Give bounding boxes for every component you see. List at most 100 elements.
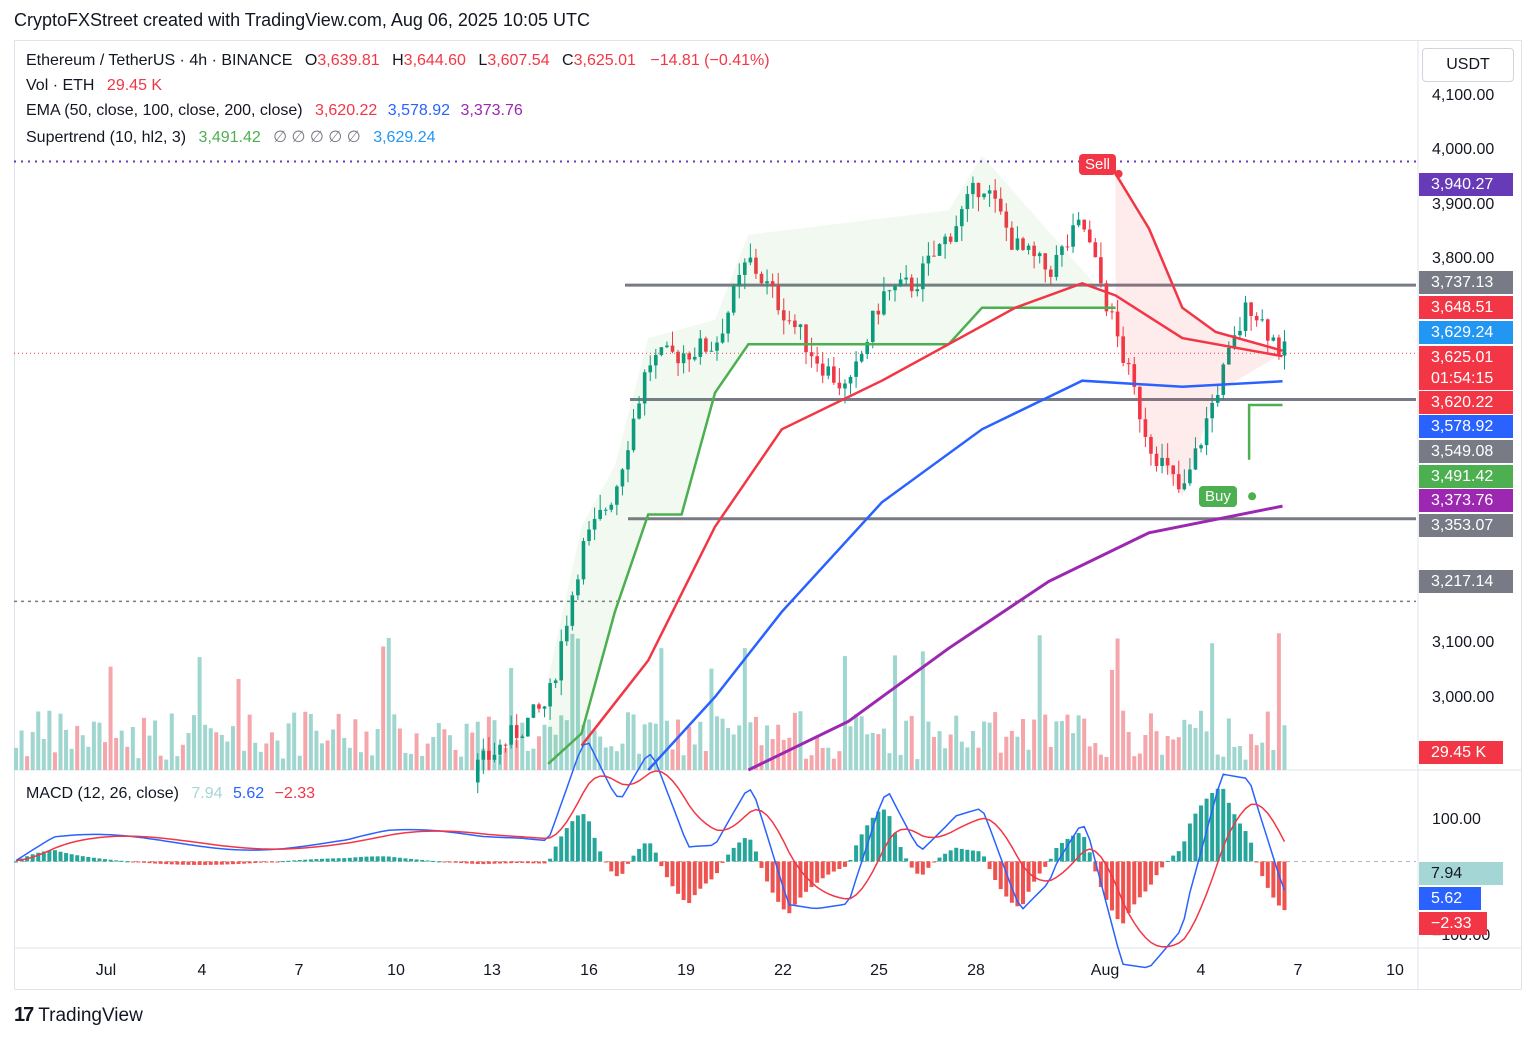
- macd-histogram-bar: [1193, 813, 1198, 862]
- volume-bar: [1143, 735, 1148, 770]
- sell-signal[interactable]: Sell: [1079, 154, 1117, 175]
- volume-bar: [130, 726, 135, 770]
- macd-histogram-bar: [64, 853, 69, 862]
- volume-bar: [64, 729, 69, 770]
- macd-histogram-bar: [848, 859, 853, 862]
- date-tick: 19: [677, 962, 695, 979]
- candle-body: [665, 345, 669, 348]
- candle-body: [620, 469, 625, 487]
- tradingview-logo[interactable]: 17 TradingView: [14, 1004, 143, 1027]
- volume-bar: [1249, 734, 1254, 770]
- volume-bar: [581, 724, 586, 770]
- volume-bar: [375, 729, 380, 770]
- volume-bar: [1193, 728, 1198, 770]
- candle-body: [1254, 315, 1259, 321]
- volume-bar: [631, 714, 636, 770]
- volume-bar: [253, 742, 258, 770]
- macd-histogram-bar: [1043, 861, 1048, 867]
- macd-histogram-bar: [904, 858, 909, 862]
- candle-body: [1004, 211, 1009, 228]
- candle-body: [1138, 386, 1142, 420]
- macd-legend: MACD (12, 26, close) 7.94 5.62 −2.33: [26, 785, 317, 803]
- candle-body: [770, 281, 775, 286]
- macd-histogram-bar: [553, 846, 558, 862]
- volume-bar: [425, 743, 430, 770]
- macd-histogram-bar: [1076, 833, 1081, 862]
- macd-histogram-bar: [436, 861, 441, 863]
- macd-histogram-bar: [1187, 823, 1192, 862]
- date-tick: 13: [483, 962, 501, 979]
- volume-bar: [564, 720, 569, 770]
- volume-bar: [1243, 759, 1248, 770]
- volume-bar: [286, 723, 291, 770]
- macd-histogram-bar: [409, 858, 414, 862]
- candle-body: [765, 281, 769, 284]
- candle-body: [704, 338, 708, 352]
- macd-histogram-bar: [1276, 861, 1281, 906]
- macd-histogram-bar: [169, 861, 174, 865]
- macd-histogram-bar: [1254, 861, 1259, 863]
- candle-body: [781, 310, 786, 321]
- macd-histogram-bar: [1143, 861, 1148, 892]
- volume-bar: [219, 734, 224, 770]
- candle-body: [1076, 219, 1081, 226]
- currency-selector[interactable]: USDT: [1422, 48, 1514, 82]
- volume-bar: [520, 722, 525, 770]
- volume-bar: [414, 733, 419, 770]
- volume-bar: [1237, 745, 1242, 770]
- candle-body: [921, 263, 925, 290]
- candle-body: [492, 754, 497, 760]
- volume-bar: [208, 728, 213, 770]
- macd-histogram-bar: [592, 837, 597, 862]
- supertrend-legend: Supertrend (10, hl2, 3) 3,491.42 ∅ ∅ ∅ ∅…: [26, 127, 437, 147]
- volume-bar: [559, 715, 564, 770]
- volume-bar: [570, 633, 575, 770]
- candle-body: [993, 190, 997, 199]
- volume-bar: [865, 734, 870, 770]
- macd-histogram-bar: [1037, 861, 1042, 874]
- volume-bar: [614, 751, 619, 770]
- supertrend-label[interactable]: Supertrend (10, hl2, 3): [26, 129, 187, 146]
- volume-bar: [247, 714, 252, 770]
- candle-body: [1221, 364, 1226, 395]
- volume-bar: [898, 754, 903, 770]
- candle-body: [1149, 436, 1153, 454]
- volume-bar: [1126, 732, 1131, 770]
- volume-label[interactable]: Vol · ETH: [26, 77, 95, 94]
- candle-body: [1071, 225, 1075, 247]
- macd-histogram-bar: [1009, 861, 1014, 903]
- macd-hist-value: 7.94: [191, 785, 223, 802]
- volume-bar: [982, 721, 987, 770]
- volume-bar: [542, 724, 547, 770]
- macd-histogram-bar: [353, 857, 358, 862]
- volume-bar: [792, 712, 797, 770]
- date-tick: 16: [580, 962, 598, 979]
- supertrend-null-values: ∅ ∅ ∅ ∅ ∅: [273, 129, 361, 146]
- macd-histogram-bar: [976, 851, 981, 862]
- volume-bar: [804, 758, 809, 770]
- macd-histogram-bar: [798, 861, 803, 898]
- macd-histogram-bar: [731, 847, 736, 862]
- macd-histogram-bar: [158, 861, 163, 864]
- ema-label[interactable]: EMA (50, close, 100, close, 200, close): [26, 102, 303, 119]
- macd-histogram-bar: [1121, 861, 1126, 924]
- date-tick: 28: [967, 962, 985, 979]
- volume-bar: [1260, 742, 1265, 770]
- price-label-ema50: 3,620.22: [1419, 391, 1513, 414]
- macd-histogram-bar: [36, 852, 41, 862]
- ema50-value: 3,620.22: [315, 102, 378, 119]
- macd-histogram-bar: [854, 845, 859, 862]
- macd-histogram-bar: [325, 858, 330, 862]
- volume-bar: [648, 722, 653, 770]
- price-label-supertrend-up: 3,491.42: [1419, 465, 1513, 488]
- candle-body: [542, 706, 547, 709]
- volume-bar: [1171, 739, 1176, 770]
- macd-histogram-bar: [564, 828, 569, 862]
- buy-signal[interactable]: Buy: [1199, 486, 1237, 507]
- open-value: 3,639.81: [317, 52, 380, 69]
- macd-label[interactable]: MACD (12, 26, close): [26, 785, 179, 802]
- macd-histogram-bar: [75, 855, 80, 862]
- candle-body: [754, 257, 758, 274]
- symbol-label[interactable]: Ethereum / TetherUS · 4h · BINANCE: [26, 52, 293, 69]
